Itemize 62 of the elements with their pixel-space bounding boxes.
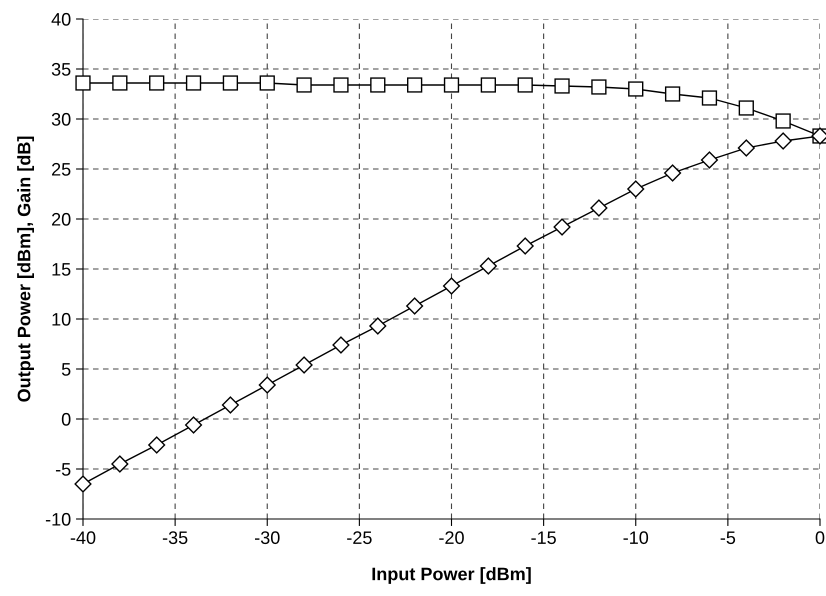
- x-tick-label: -20: [439, 531, 464, 544]
- point: [296, 77, 312, 93]
- point: [260, 75, 275, 91]
- point: [369, 317, 386, 335]
- y-tick-label: -5: [56, 463, 70, 476]
- point: [444, 77, 460, 93]
- point: [148, 436, 166, 454]
- y-tick-label: -10: [46, 512, 70, 526]
- y-tick-label: 15: [52, 263, 70, 276]
- y-tick-label: 0: [62, 412, 70, 426]
- point: [628, 81, 644, 97]
- y-tick-label: 40: [52, 12, 70, 26]
- point: [518, 77, 533, 93]
- y-tick-label: 25: [52, 162, 70, 176]
- point: [738, 139, 755, 157]
- point: [738, 100, 754, 116]
- point: [442, 277, 460, 295]
- point: [774, 132, 792, 150]
- point: [75, 75, 91, 91]
- point: [186, 75, 202, 91]
- x-tick-label: -30: [255, 531, 280, 544]
- point: [590, 199, 608, 217]
- x-tick-label: -5: [720, 531, 736, 544]
- point: [406, 297, 424, 315]
- point: [149, 75, 164, 91]
- y-tick-label: 35: [52, 62, 70, 76]
- point: [554, 78, 570, 94]
- x-tick-label: 0: [816, 531, 824, 544]
- y-tick-label: 10: [52, 312, 70, 326]
- point: [222, 75, 238, 91]
- point: [554, 218, 571, 236]
- point: [74, 475, 92, 493]
- y-tick-label: 20: [52, 212, 70, 226]
- point: [258, 376, 276, 394]
- x-axis-title: Input Power [dBm]: [372, 567, 531, 584]
- point: [370, 77, 386, 93]
- point: [702, 90, 718, 106]
- x-tick-label: -15: [531, 531, 556, 544]
- x-tick-label: -35: [162, 531, 188, 544]
- point: [407, 77, 422, 93]
- point: [664, 86, 680, 102]
- x-tick-label: -40: [70, 531, 96, 544]
- point: [627, 180, 644, 198]
- point: [112, 75, 128, 91]
- y-tick-label: 30: [52, 112, 70, 126]
- point: [480, 257, 497, 275]
- point: [296, 356, 313, 374]
- point: [332, 336, 350, 354]
- point: [700, 151, 718, 169]
- y-tick-label: 5: [62, 363, 70, 376]
- point: [776, 113, 791, 129]
- point: [516, 237, 534, 255]
- point: [222, 396, 239, 414]
- x-tick-label: -25: [347, 531, 372, 544]
- y-axis-title: Output Power [dBm], Gain [dB]: [17, 136, 34, 402]
- point: [111, 455, 128, 473]
- point: [185, 416, 202, 434]
- x-tick-label: -10: [624, 531, 648, 544]
- point: [333, 77, 349, 93]
- point: [591, 79, 607, 95]
- point: [480, 77, 496, 93]
- point: [664, 164, 682, 182]
